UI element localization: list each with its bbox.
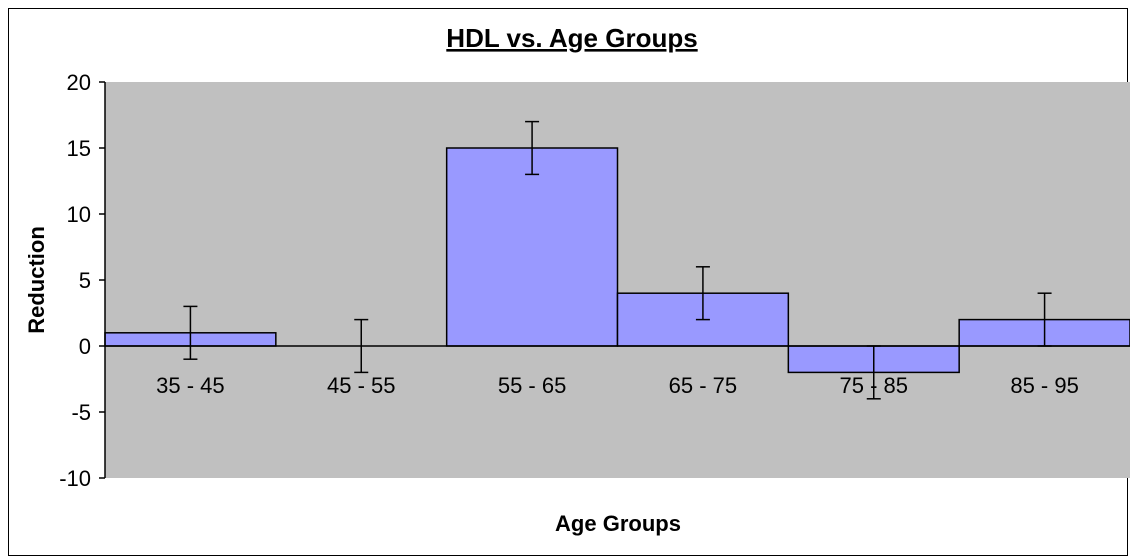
y-axis-label: Reduction — [24, 226, 49, 334]
x-axis-label: Age Groups — [555, 511, 681, 536]
error-bar-4 — [695, 266, 710, 321]
y-tick-label: 10 — [67, 202, 91, 227]
y-tick-label: 20 — [67, 70, 91, 95]
category-label: 75 - 85 — [840, 373, 909, 398]
category-label: 55 - 65 — [498, 373, 567, 398]
category-label: 65 - 75 — [669, 373, 738, 398]
y-tick-label: -5 — [71, 400, 91, 425]
y-tick-label: 15 — [67, 136, 91, 161]
error-bar-3 — [525, 120, 540, 176]
bar-3 — [445, 147, 619, 347]
y-ticks-group: -10 -5 0 5 10 15 20 — [59, 70, 105, 491]
y-tick-label: -10 — [59, 466, 91, 491]
chart-title: HDL vs. Age Groups — [446, 23, 697, 53]
error-bar-1 — [183, 305, 198, 360]
category-label: 85 - 95 — [1010, 373, 1079, 398]
category-label: 45 - 55 — [327, 373, 396, 398]
y-tick-label: 0 — [79, 334, 91, 359]
category-labels-group: 35 - 45 45 - 55 55 - 65 65 - 75 75 - 85 85 - … — [156, 373, 1079, 398]
category-label: 35 - 45 — [156, 373, 225, 398]
y-tick-label: 5 — [79, 268, 91, 293]
